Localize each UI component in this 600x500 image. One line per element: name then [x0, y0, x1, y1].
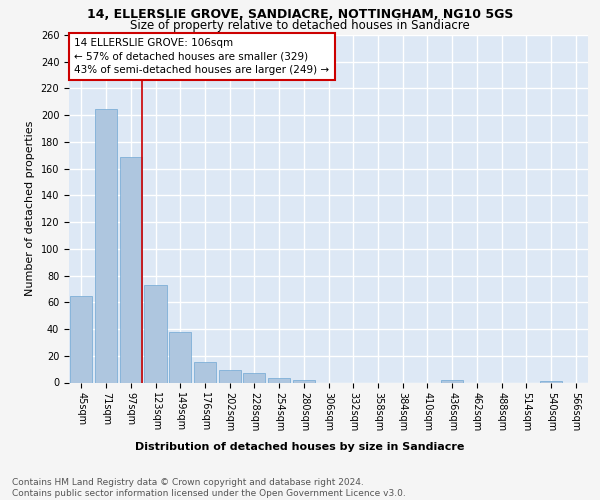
- Text: 14, ELLERSLIE GROVE, SANDIACRE, NOTTINGHAM, NG10 5GS: 14, ELLERSLIE GROVE, SANDIACRE, NOTTINGH…: [87, 8, 513, 20]
- Bar: [70, 296, 92, 382]
- Text: Contains HM Land Registry data © Crown copyright and database right 2024.
Contai: Contains HM Land Registry data © Crown c…: [12, 478, 406, 498]
- Bar: [95, 108, 117, 382]
- Bar: [243, 373, 265, 382]
- Bar: [540, 381, 562, 382]
- Bar: [218, 370, 241, 382]
- Text: Distribution of detached houses by size in Sandiacre: Distribution of detached houses by size …: [136, 442, 464, 452]
- Text: Size of property relative to detached houses in Sandiacre: Size of property relative to detached ho…: [130, 18, 470, 32]
- Bar: [441, 380, 463, 382]
- Y-axis label: Number of detached properties: Number of detached properties: [25, 121, 35, 296]
- Bar: [169, 332, 191, 382]
- Text: 14 ELLERSLIE GROVE: 106sqm
← 57% of detached houses are smaller (329)
43% of sem: 14 ELLERSLIE GROVE: 106sqm ← 57% of deta…: [74, 38, 329, 75]
- Bar: [268, 378, 290, 382]
- Bar: [145, 285, 167, 382]
- Bar: [119, 156, 142, 382]
- Bar: [194, 362, 216, 382]
- Bar: [293, 380, 315, 382]
